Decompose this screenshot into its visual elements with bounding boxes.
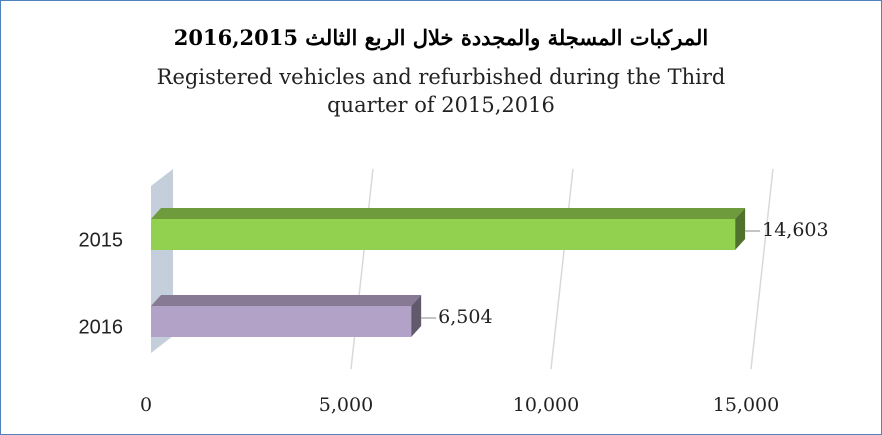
chart-subtitle: Registered vehicles and refurbished duri… <box>156 65 726 117</box>
y-tick-label: 2016 <box>79 316 124 338</box>
x-tick-label: 0 <box>140 394 152 416</box>
grid-line <box>350 168 374 370</box>
bar-top <box>151 295 422 306</box>
bar-side <box>735 208 746 250</box>
bar-top <box>151 208 746 219</box>
x-tick-label: 10,000 <box>513 394 579 416</box>
x-tick-label: 5,000 <box>319 394 373 416</box>
grid-line <box>750 168 774 370</box>
data-label: 14,603 <box>762 219 828 241</box>
bar-side <box>411 295 422 337</box>
y-tick-label: 2015 <box>79 229 124 251</box>
bar <box>151 219 736 250</box>
x-tick-label: 15,000 <box>713 394 779 416</box>
chart-title: المركبات المسجلة والمجددة خلال الربع الث… <box>173 25 709 50</box>
bar <box>151 306 412 337</box>
grid-line <box>550 168 574 370</box>
data-label: 6,504 <box>438 306 492 328</box>
